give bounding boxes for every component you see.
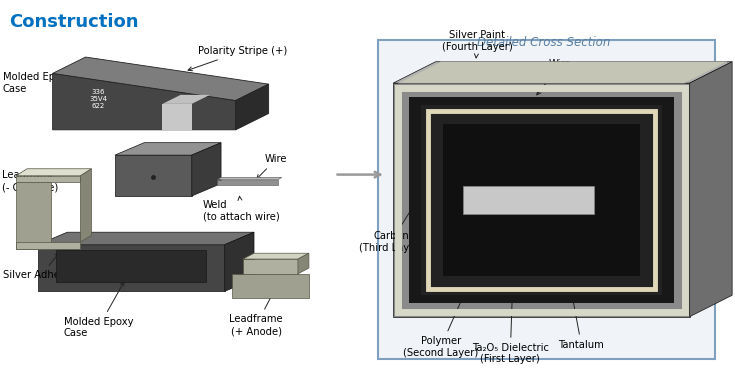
Polygon shape: [192, 143, 221, 196]
Polygon shape: [16, 182, 51, 249]
Polygon shape: [57, 250, 207, 282]
Polygon shape: [236, 84, 269, 130]
Polygon shape: [421, 105, 662, 295]
Polygon shape: [243, 253, 309, 259]
Polygon shape: [398, 62, 727, 83]
Text: Tantalum: Tantalum: [559, 293, 604, 350]
Polygon shape: [162, 95, 210, 104]
Polygon shape: [16, 242, 80, 249]
Text: Wire: Wire: [257, 154, 287, 179]
Polygon shape: [16, 169, 91, 176]
Polygon shape: [162, 104, 192, 130]
Polygon shape: [243, 259, 298, 274]
Polygon shape: [463, 186, 595, 214]
Text: Leadframe
(+ Anode): Leadframe (+ Anode): [229, 287, 283, 336]
Polygon shape: [393, 62, 732, 83]
Text: Wire: Wire: [537, 60, 572, 95]
Text: Polarity
Bevel (+): Polarity Bevel (+): [194, 86, 254, 107]
Polygon shape: [409, 97, 673, 303]
Polygon shape: [53, 73, 236, 130]
Polygon shape: [393, 83, 689, 317]
Polygon shape: [38, 232, 254, 245]
Text: Ta₂O₅ Dielectric
(First Layer): Ta₂O₅ Dielectric (First Layer): [472, 293, 549, 365]
Polygon shape: [16, 176, 80, 182]
FancyBboxPatch shape: [379, 40, 715, 359]
Text: Molded Epoxy
Case: Molded Epoxy Case: [3, 73, 72, 102]
Text: Silver Adhesive: Silver Adhesive: [3, 253, 80, 280]
Polygon shape: [298, 253, 309, 274]
Polygon shape: [115, 143, 221, 155]
Text: Polarity Stripe (+): Polarity Stripe (+): [188, 46, 287, 71]
Text: Silver Paint
(Fourth Layer): Silver Paint (Fourth Layer): [442, 30, 513, 58]
Polygon shape: [80, 169, 91, 242]
Text: Molded Epoxy
Case: Molded Epoxy Case: [64, 282, 133, 338]
Text: Weld
(to attach wire): Weld (to attach wire): [203, 196, 279, 221]
Text: Polymer
(Second Layer): Polymer (Second Layer): [403, 298, 478, 358]
Polygon shape: [218, 180, 278, 185]
Polygon shape: [218, 177, 282, 180]
Polygon shape: [225, 232, 254, 291]
Text: Detailed Cross Section: Detailed Cross Section: [476, 36, 610, 49]
Text: 336
35V4
622: 336 35V4 622: [90, 89, 107, 109]
Text: Carbon
(Third Layer): Carbon (Third Layer): [359, 203, 423, 253]
Text: Leadframe
(- Cathode): Leadframe (- Cathode): [2, 171, 58, 192]
Polygon shape: [443, 124, 640, 276]
Polygon shape: [689, 62, 732, 317]
Text: Construction: Construction: [9, 13, 138, 31]
Polygon shape: [232, 274, 309, 298]
Polygon shape: [38, 245, 225, 291]
Polygon shape: [53, 57, 269, 100]
Polygon shape: [115, 155, 192, 196]
